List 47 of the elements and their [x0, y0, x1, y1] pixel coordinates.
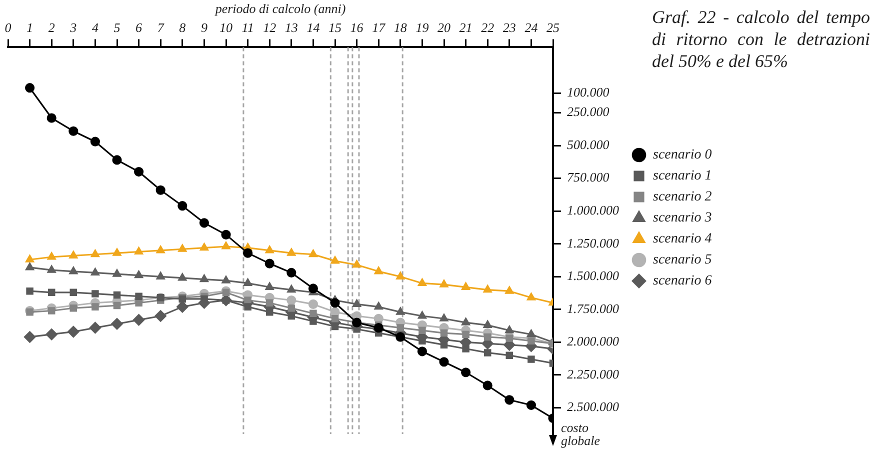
x-tick-label: 14 [306, 20, 320, 35]
x-tick-label: 19 [416, 20, 430, 35]
y-tick-label: 100.000 [567, 84, 610, 100]
x-tick-label: 21 [459, 20, 472, 35]
x-tick-label: 12 [263, 20, 277, 35]
x-tick-label: 24 [524, 20, 538, 35]
x-tick-label: 16 [350, 20, 364, 35]
y-tick-label: 1.750.000 [567, 300, 620, 316]
y-tick-label: 750.000 [567, 170, 610, 185]
x-tick-label: 22 [481, 20, 495, 35]
x-tick-label: 6 [136, 20, 143, 35]
legend-label: scenario 0 [653, 148, 712, 163]
x-tick-label: 7 [157, 20, 164, 35]
y-tick-label: 2.000.000 [567, 334, 620, 349]
legend-label: scenario 4 [653, 232, 712, 247]
x-tick-label: 3 [69, 20, 78, 35]
legend-label: scenario 6 [653, 274, 712, 289]
y-tick-label: 1.500.000 [567, 268, 620, 284]
x-tick-label: 23 [502, 20, 516, 35]
y-tick-label: 250.000 [567, 104, 610, 120]
x-tick-label: 18 [394, 20, 408, 35]
x-tick-label: 2 [48, 20, 56, 35]
y-tick-label: 1.250.000 [567, 235, 620, 250]
legend-label: scenario 1 [653, 168, 712, 184]
x-tick-label: 25 [546, 20, 560, 35]
x-tick-label: 13 [284, 20, 298, 35]
y-tick-label: 1.000.000 [567, 202, 620, 218]
x-tick-label: 0 [4, 20, 12, 35]
y-axis-title: costo globale [561, 420, 600, 448]
legend-label: scenario 3 [653, 210, 712, 226]
x-tick-label: 10 [220, 20, 233, 35]
legend-label: scenario 2 [653, 190, 712, 205]
x-tick-label: 5 [114, 20, 121, 35]
x-axis-title: periodo di calcolo (anni) [214, 1, 346, 16]
legend-label: scenario 5 [653, 252, 712, 268]
x-tick-label: 9 [200, 20, 208, 35]
x-tick-label: 17 [372, 20, 386, 35]
x-tick-label: 20 [438, 20, 451, 35]
x-tick-label: 4 [92, 20, 99, 35]
y-tick-label: 500.000 [567, 136, 610, 152]
y-tick-label: 2.500.000 [567, 399, 620, 414]
x-tick-label: 8 [179, 20, 186, 35]
x-tick-label: 11 [242, 20, 254, 35]
y-tick-label: 2.250.000 [567, 366, 620, 382]
x-tick-label: 1 [26, 20, 34, 35]
text: Graf. 22 - calcolo del tempo di ritorno con le detrazioni del 50% e del 65% [652, 6, 870, 72]
x-tick-label: 15 [328, 20, 342, 35]
